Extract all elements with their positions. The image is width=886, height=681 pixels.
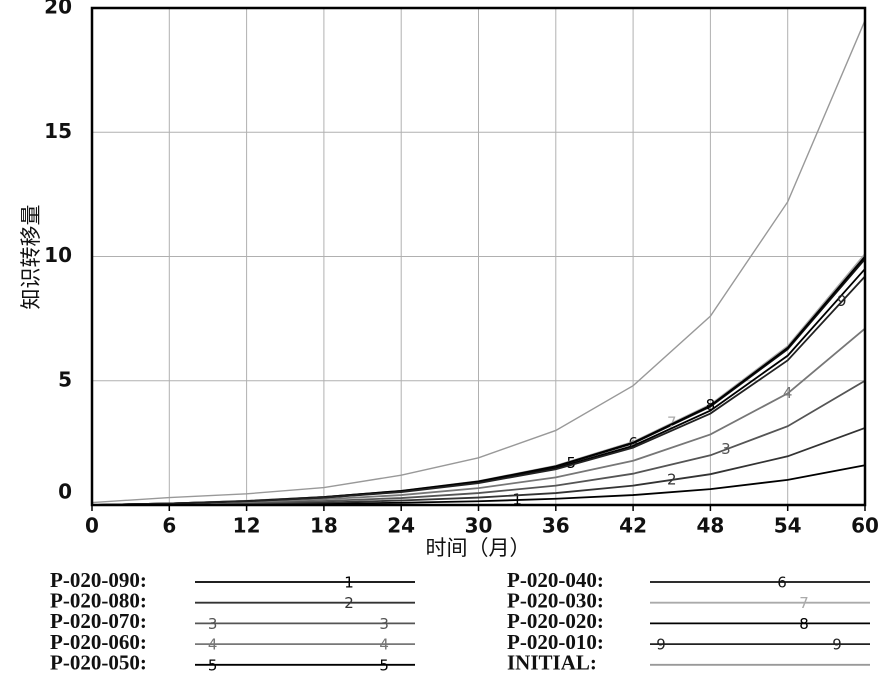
- series-marker-label: 4: [783, 384, 793, 402]
- series-marker-label: 5: [566, 454, 576, 472]
- series-marker-label: 3: [721, 440, 731, 458]
- legend-marker-label: 8: [799, 615, 809, 633]
- x-tick-label: 54: [774, 514, 802, 538]
- series-marker-label: 7: [667, 414, 677, 432]
- x-tick-label: 18: [310, 514, 338, 538]
- x-tick-label: 0: [85, 514, 99, 538]
- legend-marker-label: 7: [799, 594, 809, 612]
- series-marker-label: 2: [667, 470, 677, 488]
- legend-marker-label: 9: [656, 636, 666, 654]
- legend-label: P-020-090:: [50, 568, 147, 592]
- series-marker-label: 1: [512, 491, 522, 509]
- series-line: [91, 20, 866, 504]
- y-tick-label: 5: [58, 367, 72, 391]
- legend-marker-label: 2: [344, 594, 354, 612]
- legend-marker-label: 6: [777, 574, 787, 592]
- x-tick-label: 12: [233, 514, 261, 538]
- x-tick-label: 6: [162, 514, 176, 538]
- legend-marker-label: 4: [208, 636, 218, 654]
- x-tick-label: 24: [387, 514, 415, 538]
- legend-marker-label: 5: [208, 656, 218, 674]
- x-axis-title: 时间（月）: [426, 536, 531, 560]
- y-tick-label: 0: [58, 480, 72, 504]
- legend-marker-label: 4: [379, 636, 389, 654]
- legend-marker-label: 3: [208, 615, 218, 633]
- legend-label: P-020-020:: [507, 609, 604, 633]
- y-tick-label: 20: [44, 0, 72, 19]
- legend-label: P-020-060:: [50, 630, 147, 654]
- legend-label: P-020-040:: [507, 568, 604, 592]
- x-tick-label: 36: [542, 514, 570, 538]
- x-tick-label: 60: [851, 514, 879, 538]
- legend-marker-label: 1: [344, 574, 354, 592]
- series-marker-label: 8: [706, 396, 716, 414]
- legend-label: P-020-010:: [507, 630, 604, 654]
- x-tick-label: 30: [465, 514, 493, 538]
- series-marker-label: 9: [837, 292, 847, 310]
- legend-label: P-020-030:: [507, 589, 604, 613]
- legend-marker-label: 3: [379, 615, 389, 633]
- y-tick-label: 10: [44, 243, 72, 267]
- x-tick-label: 48: [696, 514, 724, 538]
- legend-label: P-020-080:: [50, 589, 147, 613]
- series-line: [91, 275, 866, 506]
- y-tick-label: 15: [44, 119, 72, 143]
- legend-marker-label: 5: [379, 656, 389, 674]
- y-axis-title: 知识转移量: [19, 205, 43, 310]
- x-tick-label: 42: [619, 514, 647, 538]
- legend-label: INITIAL:: [507, 651, 597, 675]
- legend-label: P-020-070:: [50, 609, 147, 633]
- legend-marker-label: 9: [832, 636, 842, 654]
- legend-label: P-020-050:: [50, 651, 147, 675]
- legend: P-020-090: 1 P-020-080: 2 P-020-070: 3 3 P-020-…: [50, 568, 870, 675]
